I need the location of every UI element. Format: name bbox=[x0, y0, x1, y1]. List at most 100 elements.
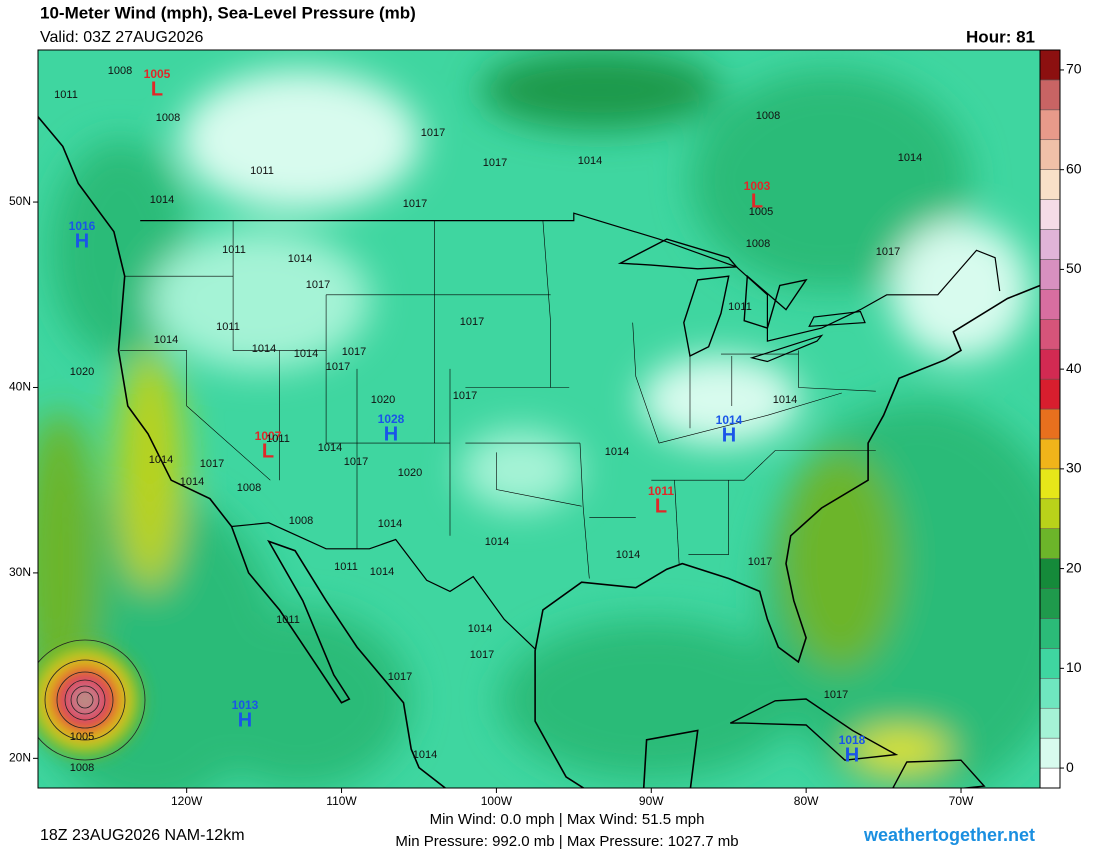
isobar-label: 1014 bbox=[898, 152, 922, 164]
center-value: 1014 bbox=[716, 413, 743, 427]
isobar-label: 1014 bbox=[154, 334, 178, 346]
center-symbol: H bbox=[75, 230, 89, 252]
y-tick-label: 30N bbox=[9, 565, 31, 579]
colorbar-band bbox=[1039, 558, 1061, 589]
colorbar-band bbox=[1039, 707, 1061, 739]
border bbox=[140, 212, 1001, 342]
y-tick-label: 50N bbox=[9, 194, 31, 208]
isobar-label: 1014 bbox=[150, 194, 174, 206]
colorbar-band bbox=[1039, 199, 1061, 230]
isobar-label: 1014 bbox=[180, 476, 204, 488]
isobar-label: 1017 bbox=[876, 246, 900, 258]
isobar-label: 1011 bbox=[266, 433, 290, 445]
isobar-label: 1014 bbox=[288, 253, 312, 265]
isobar-label: 1014 bbox=[413, 749, 437, 761]
colorbar-band bbox=[1039, 528, 1061, 559]
map-axes: 120W 110W 100W 90W 80W 70W 50N 40N 30N 20N bbox=[9, 194, 974, 808]
colorbar-band bbox=[1039, 678, 1061, 709]
colorbar-tick-label: 30 bbox=[1066, 460, 1082, 476]
isobar-label: 1020 bbox=[371, 394, 395, 406]
x-tick-label: 110W bbox=[326, 794, 357, 808]
isobar-label: 1017 bbox=[453, 390, 477, 402]
x-tick-label: 100W bbox=[481, 794, 513, 808]
x-tick-label: 70W bbox=[949, 794, 974, 808]
colorbar-band bbox=[1039, 259, 1061, 290]
colorbar-band bbox=[1039, 588, 1061, 619]
isobar-label: 1005 bbox=[749, 206, 773, 218]
isobar-label: 1011 bbox=[216, 321, 240, 333]
isobar-label: 1008 bbox=[289, 515, 313, 527]
isobar-label: 1017 bbox=[483, 157, 507, 169]
colorbar-band bbox=[1039, 737, 1061, 769]
lake bbox=[749, 334, 824, 363]
pressure-range: Min Pressure: 992.0 mb | Max Pressure: 1… bbox=[395, 833, 738, 850]
colorbar-band bbox=[1039, 378, 1061, 410]
colorbar-band bbox=[1039, 49, 1061, 81]
center-symbol: L bbox=[151, 78, 163, 100]
center-symbol: H bbox=[845, 744, 859, 766]
isobar-label: 1011 bbox=[728, 301, 752, 313]
isobar-label: 1011 bbox=[54, 89, 78, 101]
isobar-label: 1014 bbox=[149, 454, 173, 466]
isobar-label: 1017 bbox=[200, 458, 224, 470]
isobar-label: 1017 bbox=[403, 198, 427, 210]
isobar-label: 1005 bbox=[70, 731, 94, 743]
isobar-label: 1020 bbox=[70, 366, 94, 378]
center-value: 1016 bbox=[69, 219, 96, 233]
isobar-label: 1020 bbox=[398, 467, 422, 479]
colorbar-band bbox=[1039, 229, 1061, 260]
isobar-label: 1017 bbox=[342, 346, 366, 358]
lake bbox=[617, 238, 738, 270]
colorbar-band bbox=[1039, 618, 1061, 649]
site-credit: weathertogether.net bbox=[863, 825, 1035, 845]
center-value: 1028 bbox=[378, 412, 405, 426]
center-value: 1005 bbox=[144, 67, 171, 81]
x-tick-label: 90W bbox=[639, 794, 664, 808]
isobar-label: 1014 bbox=[616, 549, 640, 561]
island bbox=[892, 759, 986, 788]
colorbar-tick-label: 50 bbox=[1066, 260, 1082, 276]
colorbar-band bbox=[1039, 408, 1061, 440]
isobar-label: 1014 bbox=[294, 348, 318, 360]
model-run: 18Z 23AUG2026 NAM-12km bbox=[40, 827, 245, 844]
map-field: 1005L1016H1003L1028H1007L1014H1011L1013H… bbox=[38, 50, 1040, 788]
colorbar-tick-label: 40 bbox=[1066, 360, 1082, 376]
island bbox=[729, 698, 899, 761]
state-line bbox=[579, 443, 590, 579]
isobar-label: 1014 bbox=[370, 566, 394, 578]
state-line bbox=[658, 392, 842, 444]
geography bbox=[38, 115, 1040, 788]
isobar-label: 1017 bbox=[306, 279, 330, 291]
isobar-label: 1008 bbox=[237, 482, 261, 494]
state-line bbox=[651, 450, 876, 481]
center-symbol: L bbox=[262, 440, 274, 462]
border bbox=[231, 522, 536, 650]
isobar-label: 1014 bbox=[773, 394, 797, 406]
colorbar-band bbox=[1039, 289, 1061, 320]
isobar-label: 1017 bbox=[748, 556, 772, 568]
colorbar-band bbox=[1039, 438, 1061, 470]
center-value: 1007 bbox=[255, 429, 282, 443]
isobar-label: 1017 bbox=[470, 649, 494, 661]
y-tick-label: 20N bbox=[9, 751, 31, 765]
wind-range: Min Wind: 0.0 mph | Max Wind: 51.5 mph bbox=[430, 811, 705, 828]
isobar-label: 1017 bbox=[388, 671, 412, 683]
isobar-label: 1008 bbox=[108, 65, 132, 77]
colorbar-band bbox=[1039, 648, 1061, 679]
colorbar-tick-label: 20 bbox=[1066, 559, 1082, 575]
field-shading bbox=[38, 50, 1040, 788]
colorbar-band bbox=[1039, 468, 1061, 500]
isobar-label: 1008 bbox=[746, 238, 770, 250]
colorbar-band bbox=[1039, 139, 1061, 170]
isobar-label: 1014 bbox=[468, 623, 492, 635]
center-value: 1003 bbox=[744, 179, 771, 193]
isobar-label: 1017 bbox=[344, 456, 368, 468]
pressure-labels: 1005L1016H1003L1028H1007L1014H1011L1013H… bbox=[54, 65, 922, 774]
state-line bbox=[688, 480, 729, 555]
forecast-hour: Hour: 81 bbox=[966, 27, 1035, 46]
center-value: 1013 bbox=[232, 698, 259, 712]
state-line bbox=[325, 350, 450, 444]
isobar-label: 1014 bbox=[318, 442, 342, 454]
center-value: 1018 bbox=[839, 733, 866, 747]
